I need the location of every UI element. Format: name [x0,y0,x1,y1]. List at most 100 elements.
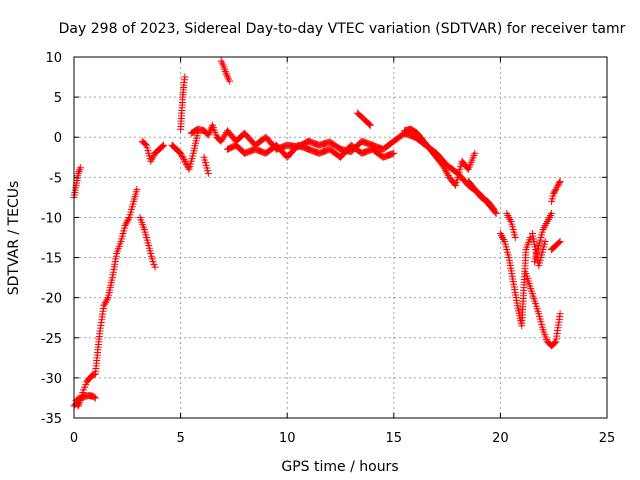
chart-title: Day 298 of 2023, Sidereal Day-to-day VTE… [59,21,626,37]
data-point [490,205,498,213]
series-arc-j [200,153,212,177]
data-point [158,143,166,151]
data-point [151,263,159,271]
series-arc-s [528,229,549,270]
data-point [181,73,189,81]
data-point [184,164,192,172]
series-arc-i [217,57,234,85]
data-point [204,169,212,177]
x-tick-label: 20 [492,431,509,446]
data-point [451,180,459,188]
data-point [125,215,133,223]
series-arc-e [138,137,168,165]
series-arc-p [503,209,519,241]
data-point [76,164,84,172]
data-point [511,234,519,241]
series-arc-h [187,121,500,217]
data-point [103,295,111,303]
data-point [548,209,556,217]
plot-frame [73,56,608,419]
x-tick-label: 10 [279,431,296,446]
data-point [160,141,168,149]
y-tick-label: -5 [49,171,62,186]
data-point [556,238,564,246]
data-point [133,185,141,193]
data-point [390,149,398,157]
data-point [75,167,83,175]
series-arc-g [177,73,189,133]
x-tick-label: 15 [386,431,403,446]
data-point [442,166,450,174]
series-arc-q [522,270,564,350]
series-arc-d [136,213,159,271]
data-point [122,220,130,228]
data-point [471,149,479,157]
data-point [550,339,558,347]
x-tick-label: 25 [599,431,616,446]
data-point [440,163,448,171]
data-point [141,140,149,148]
data-point [541,238,549,246]
series-arc-f [168,129,202,173]
x-tick-label: 5 [176,431,184,446]
data-point [556,310,564,318]
data-point [226,77,234,85]
data-point [555,239,563,247]
data-point [124,217,132,225]
data-point [492,209,500,217]
data-point [491,208,499,216]
series-arc-c [72,392,99,404]
data-point [121,221,129,229]
y-tick-label: 5 [54,91,62,106]
series-arc-m [400,125,479,189]
x-axis-label: GPS time / hours [281,459,398,475]
data-point [555,179,563,187]
data-point [556,177,564,185]
data-point [76,166,84,174]
data-point [90,393,98,401]
y-tick-label: 10 [45,51,62,66]
data-point [177,149,185,157]
data-point [551,339,559,347]
y-tick-label: -15 [41,252,62,267]
series-arc-u [548,177,564,205]
data-point [100,302,108,310]
data-point [101,300,109,308]
series-arc-l [354,109,374,129]
y-axis-label: SDTVAR / TECUs [6,181,22,296]
data-point [90,370,98,378]
data-point [441,165,449,173]
x-tick-label: 0 [70,431,78,446]
data-point [438,160,446,168]
y-tick-label: -10 [41,211,62,226]
data-point [365,120,373,128]
series-arc-a [70,164,84,201]
data-point [123,218,131,226]
axis-ticks: 0 5 10 15 20 25 -35 -30 -25 -20 -15 -10 -5 0 5 10 [41,51,616,446]
data-point [91,394,99,402]
data-point [180,156,188,164]
data-point [365,120,373,128]
series-arc-t [548,238,564,254]
series-arc-n [464,177,498,213]
data-point [366,121,374,129]
data-point [102,298,110,306]
grid-lines [74,57,607,418]
y-tick-label: 0 [54,131,62,146]
data-point [177,151,185,159]
data-point [443,170,451,178]
data-point [179,154,187,162]
y-tick-label: -35 [41,412,62,427]
data-point [182,159,190,167]
data-point [159,142,167,150]
series-arc-k [224,141,398,161]
data-point [442,168,450,176]
data-points [70,57,564,410]
data-point [181,157,189,165]
data-point [551,187,559,195]
series-arc-b [70,185,141,410]
data-point [102,297,110,305]
series-arc-r [531,209,556,266]
data-point [439,161,447,169]
